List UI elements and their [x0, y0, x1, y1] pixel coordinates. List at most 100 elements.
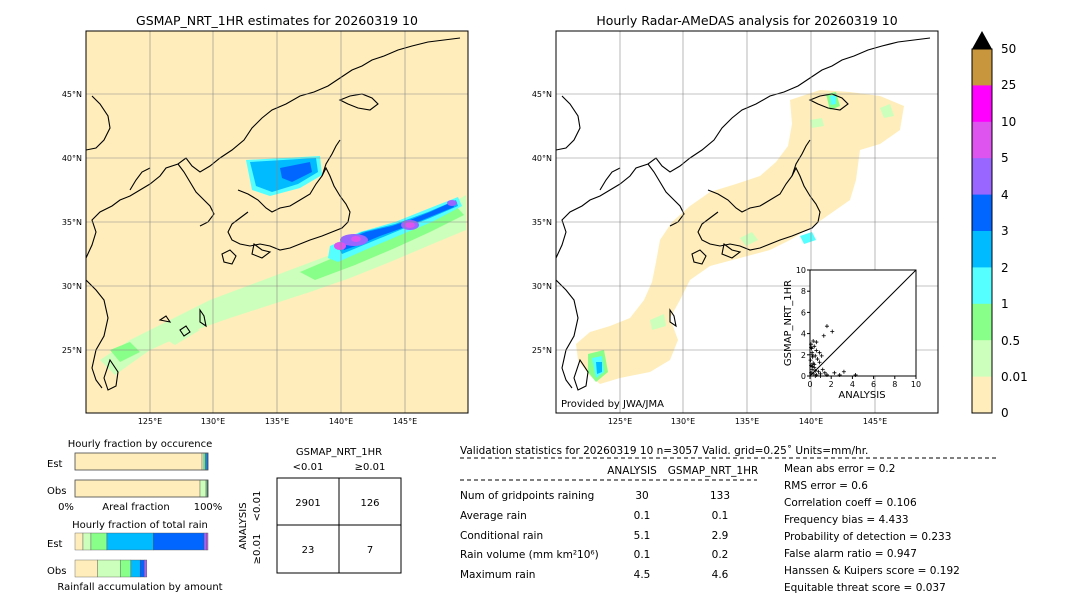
left-lon-label: 135°E — [265, 417, 289, 426]
colorbar-extend-arrow — [972, 31, 992, 49]
scatter-y-tick-label: 0 — [801, 372, 806, 381]
contingency-row-label: ≥0.01 — [252, 534, 263, 565]
scatter-point — [809, 345, 814, 350]
scatter-y-tick-label: 10 — [796, 266, 806, 275]
score-line: Correlation coeff = 0.106 — [784, 497, 917, 509]
right-lat-label: 40°N — [532, 154, 552, 163]
scatter-point — [813, 353, 818, 358]
right-lon-label: 135°E — [735, 417, 759, 426]
scatter-point — [812, 344, 817, 349]
scatter-point — [853, 372, 858, 377]
contingency-table: GSMAP_NRT_1HR <0.01 ≥0.01 ANALYSIS <0.01… — [238, 447, 402, 574]
scatter-point — [818, 374, 823, 378]
colorbar-swatch — [972, 158, 992, 195]
scatter-point — [809, 370, 814, 375]
scatter-point — [814, 348, 819, 353]
validation-row-value-a: 0.1 — [634, 510, 651, 522]
validation-row-label: Num of gridpoints raining — [460, 490, 594, 502]
occurrence-bar-segment — [74, 479, 201, 498]
rain-fraction-title: Hourly fraction of total rain — [72, 520, 208, 531]
left-map: GSMAP_NRT_1HR estimates for 20260319 10 — [62, 13, 469, 426]
rain-fraction-bar-segment — [130, 559, 141, 578]
rain-fraction-bar-segment — [74, 559, 98, 578]
scatter-point — [808, 358, 813, 363]
scatter-point — [812, 362, 817, 367]
colorbar-swatch — [972, 267, 992, 305]
colorbar-swatch — [972, 49, 992, 86]
validation-row-label: Maximum rain — [460, 569, 535, 581]
contingency-col-label: <0.01 — [293, 462, 324, 473]
validation-row-value-a: 0.1 — [634, 549, 651, 561]
colorbar-swatch — [972, 194, 992, 232]
scatter-point — [837, 372, 842, 377]
colorbar-frame — [971, 48, 993, 414]
occurrence-obs-label: Obs — [47, 486, 66, 497]
scatter-diagonal — [809, 269, 917, 377]
validation-row-value-b: 133 — [710, 490, 730, 502]
scatter-point — [824, 324, 829, 329]
scatter-y-tick-label: 4 — [801, 330, 806, 339]
validation-row-label: Rain volume (mm km²10⁶) — [460, 549, 599, 561]
scatter-xlabel: ANALYSIS — [838, 390, 885, 401]
scatter-point — [816, 369, 821, 374]
occurrence-fraction-chart: Hourly fraction by occurence Est Obs 0% … — [47, 439, 222, 513]
rain-fraction-bar-segment — [106, 532, 154, 551]
scatter-x-tick-label: 0 — [807, 380, 812, 389]
rain-fraction-bar-segment — [153, 532, 205, 551]
scatter-point — [821, 333, 826, 338]
occurrence-bars — [74, 452, 209, 498]
left-lat-label: 35°N — [62, 218, 82, 227]
rain-fraction-bar-segment — [74, 532, 84, 551]
colorbar-label: 25 — [1001, 78, 1016, 92]
scatter-point — [811, 339, 816, 344]
colorbar-swatch — [972, 121, 992, 159]
colorbar-label: 10 — [1001, 115, 1016, 129]
right-lon-label: 145°E — [863, 417, 887, 426]
rain-fraction-bar-segment — [203, 532, 207, 551]
scatter-y-tick-label: 8 — [801, 287, 806, 296]
scatter-x-tick-label: 6 — [871, 380, 876, 389]
colorbar-swatch — [972, 85, 992, 123]
colorbar-swatches — [972, 49, 992, 414]
colorbar-label: 0 — [1001, 406, 1009, 420]
rain-fraction-bar-segment — [143, 559, 148, 578]
left-lat-label: 30°N — [62, 282, 82, 291]
colorbar-swatch — [972, 303, 992, 341]
rain-fraction-bar-segment — [97, 559, 121, 578]
validation-row-value-b: 0.1 — [712, 510, 729, 522]
right-lat-label: 30°N — [532, 282, 552, 291]
scatter-points — [808, 324, 858, 378]
scatter-x-tick-label: 4 — [850, 380, 855, 389]
left-coastlines — [86, 37, 461, 391]
left-lon-label: 140°E — [329, 417, 353, 426]
colorbar-label: 0.5 — [1001, 334, 1020, 348]
scatter-y-tick-label: 2 — [801, 351, 806, 360]
score-line: Probability of detection = 0.233 — [784, 531, 951, 543]
data-credit: Provided by JWA/JMA — [561, 399, 664, 410]
right-lat-label: 45°N — [532, 90, 552, 99]
colorbar-swatch — [972, 340, 992, 377]
right-lon-label: 140°E — [799, 417, 823, 426]
scatter-ylabel: GSMAP_NRT_1HR — [783, 280, 794, 366]
scatter-point — [819, 353, 824, 358]
colorbar-label: 5 — [1001, 151, 1009, 165]
occurrence-bar-segment — [201, 452, 205, 471]
rain-fraction-bars — [74, 532, 209, 578]
rain-fraction-bar-segment — [90, 532, 108, 551]
validation-statistics: Validation statistics for 20260319 10 n=… — [460, 445, 996, 594]
validation-row-value-a: 30 — [635, 490, 648, 502]
score-line: RMS error = 0.6 — [784, 480, 868, 492]
scatter-point — [822, 370, 827, 375]
left-lon-label: 125°E — [138, 417, 162, 426]
validation-row-value-b: 4.6 — [712, 569, 729, 581]
colorbar-label: 2 — [1001, 261, 1009, 275]
rain-fraction-bar-segment — [206, 532, 209, 551]
occurrence-tick-0: 0% — [58, 502, 74, 513]
occurrence-est-frame — [74, 452, 209, 471]
colorbar-label: 3 — [1001, 224, 1009, 238]
left-lat-label: 25°N — [62, 346, 82, 355]
left-map-title: GSMAP_NRT_1HR estimates for 20260319 10 — [136, 13, 418, 28]
scatter-point — [814, 340, 819, 345]
left-lon-labels: 125°E 130°E 135°E 140°E 145°E — [138, 417, 417, 426]
